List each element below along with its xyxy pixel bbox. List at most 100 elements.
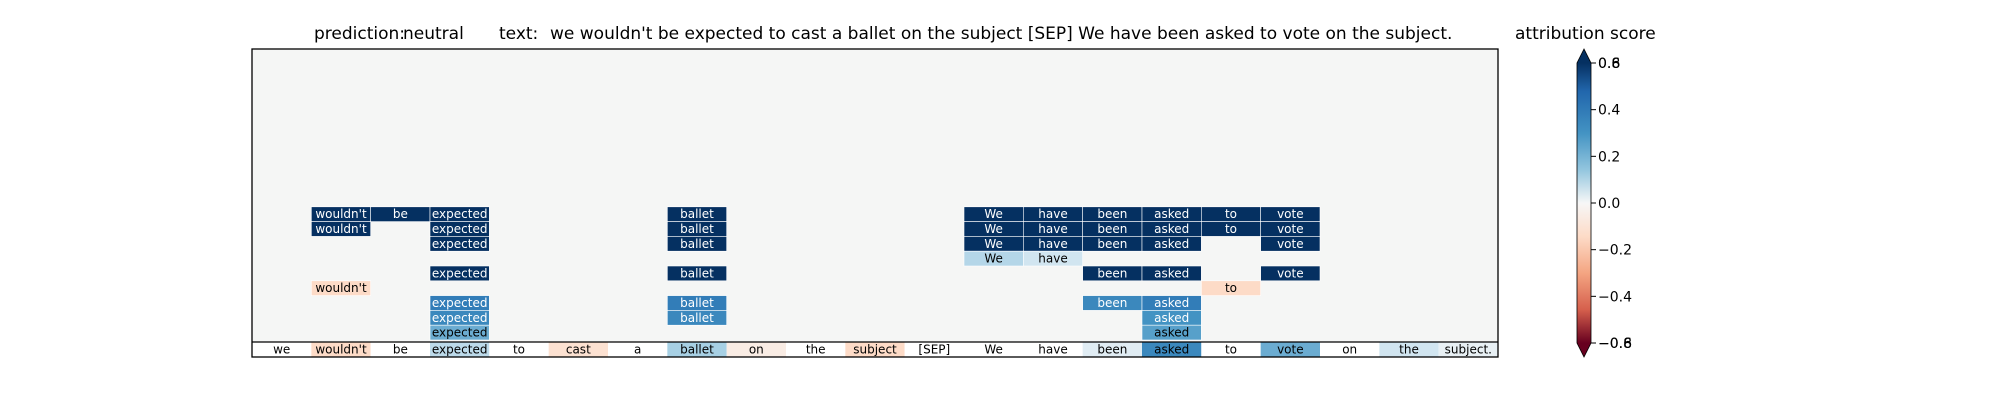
heatmap-cell-label: We [984,222,1003,236]
token-cell-fill [548,342,608,357]
heatmap-cell: expected [429,221,490,237]
token-label: on [1342,343,1357,357]
heatmap-cell-label: to [1225,281,1237,295]
token-cell: wouldn't [311,342,371,357]
token-label: been [1097,343,1127,357]
heatmap-cell: to [1201,280,1261,296]
heatmap-cell-label: expected [432,326,488,340]
text-value: we wouldn't be expected to cast a ballet… [550,24,1452,44]
heatmap-cell-fill [667,236,727,252]
heatmap-cell-label: been [1097,296,1127,310]
heatmap-cell: vote [1260,236,1321,252]
heatmap-cell: We [963,206,1024,222]
colorbar-tick-label: −0.6 [1598,336,1632,352]
token-cell: on [1320,342,1380,357]
token-label: expected [432,343,488,357]
heatmap-cell-fill [311,221,371,237]
heatmap-cell: to [1201,221,1261,237]
token-cell: expected [430,342,490,357]
text-label: text: [499,24,538,44]
heatmap-cell-label: vote [1277,222,1304,236]
token-cell-fill [430,342,490,357]
heatmap-cell: been [1082,265,1143,282]
colorbar-tick-label: 0.4 [1598,103,1620,119]
heatmap-cell: been [1082,295,1143,311]
token-label: subject. [1445,343,1492,357]
token-cell-fill [1201,342,1261,357]
token-cell: to [489,342,549,357]
heatmap-cell-label: asked [1154,222,1189,236]
colorbar-extend-bottom [1577,343,1591,357]
token-cell-fill [786,342,846,357]
heatmap-cell-label: expected [432,237,488,251]
heatmap-cell-fill [311,280,371,296]
token-cell-fill [608,342,668,357]
token-cell: on [726,342,786,357]
heatmap-cell-label: ballet [680,222,714,236]
heatmap-cell: We [963,250,1024,267]
token-row: we wouldn't be expected to cast a ballet on the su… [252,342,1498,357]
heatmap-cell: asked [1141,265,1202,282]
token-cell: we [252,342,312,357]
heatmap-cell-fill [1141,265,1202,282]
token-label: asked [1154,343,1189,357]
colorbar-ticks: 0.6 0.4 0.2 0.0 −0.2 −0.4 −0.6 [1591,56,1632,352]
heatmap-cell: asked [1141,295,1202,311]
heatmap-cell: vote [1260,206,1321,222]
heatmap-cell-fill [1141,236,1202,252]
heatmap-cell-label: asked [1154,207,1189,221]
heatmap-cell-label: expected [432,311,488,325]
token-label: [SEP] [918,343,950,357]
token-label: ballet [680,343,714,357]
token-label: a [634,343,641,357]
heatmap-cell: expected [429,324,490,341]
token-cell-fill [1438,342,1498,357]
prediction-label: prediction: [314,24,405,44]
heatmap-cell: been [1082,206,1143,222]
heatmap-cell-fill [667,310,727,326]
heatmap-cells: wouldn't be expected ballet We have been asked t… [311,206,1321,341]
colorbar-gradient [1577,63,1591,343]
token-cell: [SEP] [904,342,964,357]
heatmap-cell-label: ballet [680,237,714,251]
heatmap-cell-label: ballet [680,311,714,325]
heatmap-cell-fill [429,265,490,282]
heatmap-cell-label: ballet [680,207,714,221]
token-cell-fill [252,342,312,357]
colorbar-tick-label: 0.0 [1598,196,1620,212]
token-label: the [1399,343,1419,357]
heatmap-cell-label: wouldn't [315,281,367,295]
heatmap-cell: We [963,221,1024,237]
token-label: cast [566,343,591,357]
token-label: to [1225,343,1237,357]
heatmap-cell: wouldn't [311,280,371,296]
heatmap-cell: ballet [667,310,727,326]
heatmap-cell: ballet [667,221,727,237]
token-cell: ballet [667,342,727,357]
heatmap-background [252,49,1498,342]
heatmap-cell: ballet [667,206,727,222]
token-cell: the [1379,342,1439,357]
token-cell-fill [667,342,727,357]
heatmap-cell-label: have [1038,252,1067,266]
heatmap-cell: vote [1260,265,1321,282]
colorbar-tick-label: 0.2 [1598,149,1620,165]
heatmap-cell-label: asked [1154,296,1189,310]
heatmap-cell: expected [429,295,490,311]
heatmap-cell-label: vote [1277,237,1304,251]
token-cell: asked [1142,342,1202,357]
token-label: We [984,343,1003,357]
token-label: to [513,343,525,357]
token-cell-fill [1379,342,1439,357]
token-cell-fill [370,342,430,357]
heatmap-cell-label: expected [432,222,488,236]
token-label: on [749,343,764,357]
heatmap-cell-label: have [1038,222,1067,236]
token-cell: vote [1260,342,1320,357]
token-cell-fill [1023,342,1083,357]
heatmap-cell: to [1201,206,1261,222]
token-label: vote [1277,343,1304,357]
heatmap-cell-label: expected [432,296,488,310]
token-cell: cast [548,342,608,357]
heatmap-cell-label: vote [1277,207,1304,221]
